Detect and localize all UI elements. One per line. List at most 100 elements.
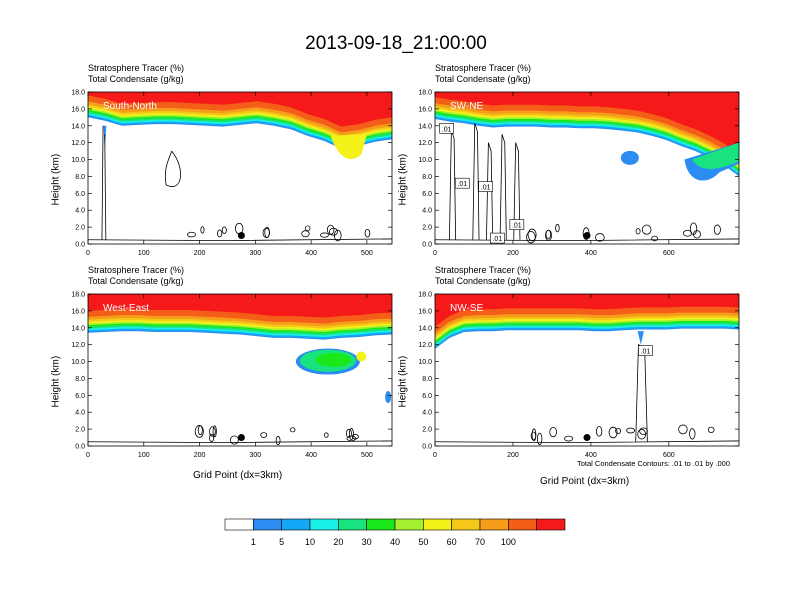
colorbar-swatch bbox=[309, 518, 339, 531]
x-tick-label: 600 bbox=[663, 250, 675, 257]
panel-4-label: NW-SE bbox=[450, 303, 483, 314]
contour-cell bbox=[229, 435, 239, 445]
panel-2-plot: .01 .01 .01 .01 .01 SW-NE 0.0 2.0 4.0 6.0 8.0 10.0 1… bbox=[418, 90, 740, 257]
colorbar-swatch bbox=[479, 518, 509, 531]
contour-cell bbox=[549, 427, 558, 438]
panel-4-contour-note: Total Condensate Contours: .01 to .01 by… bbox=[577, 459, 731, 468]
y-tick-label: 14.0 bbox=[71, 123, 85, 130]
y-tick-label: 10.0 bbox=[71, 359, 85, 366]
contour-cell bbox=[289, 427, 296, 433]
y-tick-label: 0.0 bbox=[75, 444, 85, 451]
panel-1-plot: South-North 0.0 2.0 4.0 6.0 8.0 10.0 12.0 14.0 16… bbox=[71, 90, 393, 257]
colorbar-label: 5 bbox=[279, 537, 284, 547]
colorbar-swatch bbox=[253, 518, 282, 531]
panel-2-blob-c bbox=[692, 142, 739, 169]
y-tick-label: 8.0 bbox=[75, 376, 85, 383]
contour-label-box bbox=[454, 177, 470, 189]
y-tick-label: 8.0 bbox=[422, 376, 432, 383]
panel-3-label: West-East bbox=[103, 303, 149, 314]
panel-4-contour-label: .01 bbox=[638, 345, 653, 356]
y-tick-label: 8.0 bbox=[422, 174, 432, 181]
colorbar-label: 10 bbox=[305, 537, 315, 547]
contour-ground bbox=[435, 238, 739, 242]
contour-cell bbox=[683, 229, 693, 237]
x-tick-label: 100 bbox=[138, 250, 150, 257]
panel-3-title-line2: Total Condensate (g/kg) bbox=[88, 276, 184, 286]
contour-cell bbox=[320, 232, 329, 238]
colorbar-label: 70 bbox=[475, 537, 485, 547]
panel-1-field bbox=[88, 92, 392, 244]
panel-2-band-11 bbox=[435, 92, 739, 155]
colorbar-label: 1 bbox=[251, 537, 256, 547]
y-tick-label: 8.0 bbox=[75, 174, 85, 181]
y-tick-label: 12.0 bbox=[418, 342, 432, 349]
x-tick-label: 0 bbox=[86, 452, 90, 459]
contour-label-text: .01 bbox=[641, 349, 651, 356]
y-tick-label: 18.0 bbox=[71, 292, 85, 299]
colorbar-swatch bbox=[423, 518, 452, 531]
panel-1-title-line1: Stratosphere Tracer (%) bbox=[88, 63, 185, 73]
panel-1-contours bbox=[88, 125, 392, 242]
y-tick-label: 16.0 bbox=[71, 308, 85, 315]
contour-cell bbox=[608, 426, 618, 439]
y-tick-label: 2.0 bbox=[422, 225, 432, 232]
panel-3-frame bbox=[87, 293, 393, 447]
x-tick-label: 100 bbox=[138, 452, 150, 459]
contour-cell bbox=[345, 428, 352, 438]
contour-cell bbox=[262, 227, 270, 238]
x-tick-label: 300 bbox=[249, 250, 261, 257]
panel-3-field bbox=[88, 294, 392, 446]
panel-1-marker bbox=[237, 232, 245, 240]
panel-1-title: Stratosphere Tracer (%) Total Condensate… bbox=[88, 63, 184, 85]
panel-3-band-11 bbox=[88, 294, 392, 318]
x-tick-label: 400 bbox=[585, 250, 597, 257]
y-tick-label: 10.0 bbox=[418, 359, 432, 366]
contour-cell bbox=[221, 226, 227, 234]
y-tick-label: 2.0 bbox=[75, 427, 85, 434]
panel-1-frame bbox=[87, 91, 393, 245]
panel-1-title-line2: Total Condensate (g/kg) bbox=[88, 74, 184, 84]
colorbar-label: 30 bbox=[362, 537, 372, 547]
y-tick-label: 18.0 bbox=[71, 90, 85, 97]
contour-cell bbox=[596, 426, 603, 437]
colorbar-label: 20 bbox=[333, 537, 343, 547]
x-tick-label: 200 bbox=[194, 250, 206, 257]
contour-label-text: .01 bbox=[492, 236, 502, 243]
y-tick-label: 10.0 bbox=[418, 157, 432, 164]
y-tick-label: 14.0 bbox=[418, 325, 432, 332]
y-tick-label: 6.0 bbox=[422, 191, 432, 198]
y-tick-label: 18.0 bbox=[418, 90, 432, 97]
contour-cell bbox=[326, 224, 335, 235]
panel-2-title-line1: Stratosphere Tracer (%) bbox=[435, 63, 532, 73]
x-tick-label: 400 bbox=[585, 452, 597, 459]
contour-cell bbox=[301, 230, 310, 238]
panel-2-title: Stratosphere Tracer (%) Total Condensate… bbox=[435, 63, 531, 85]
contour-cell bbox=[526, 230, 536, 244]
panel-2-contour-label: .01 bbox=[454, 177, 470, 189]
panel-2-blob-a bbox=[620, 150, 639, 165]
colorbar-swatch bbox=[281, 518, 311, 531]
contour-cell bbox=[187, 231, 197, 238]
y-tick-label: 4.0 bbox=[422, 410, 432, 417]
colorbar-swatch bbox=[451, 518, 481, 531]
colorbar-swatch bbox=[366, 518, 396, 531]
y-tick-label: 4.0 bbox=[75, 410, 85, 417]
contour-column bbox=[499, 134, 507, 240]
x-tick-label: 200 bbox=[507, 452, 519, 459]
contour-ground bbox=[88, 440, 392, 444]
panel-2-frame bbox=[434, 91, 740, 245]
x-tick-label: 200 bbox=[194, 452, 206, 459]
y-tick-label: 14.0 bbox=[71, 325, 85, 332]
contour-column bbox=[101, 125, 107, 240]
contour-cell bbox=[564, 435, 574, 442]
y-tick-label: 10.0 bbox=[71, 157, 85, 164]
panel-2-label: SW-NE bbox=[450, 101, 483, 112]
x-tick-label: 300 bbox=[249, 452, 261, 459]
x-tick-label: 500 bbox=[361, 452, 373, 459]
panel-2-marker bbox=[583, 232, 591, 240]
panel-3-contours bbox=[88, 425, 392, 446]
y-tick-label: 16.0 bbox=[71, 106, 85, 113]
y-tick-label: 6.0 bbox=[75, 393, 85, 400]
contour-cell bbox=[275, 435, 281, 446]
